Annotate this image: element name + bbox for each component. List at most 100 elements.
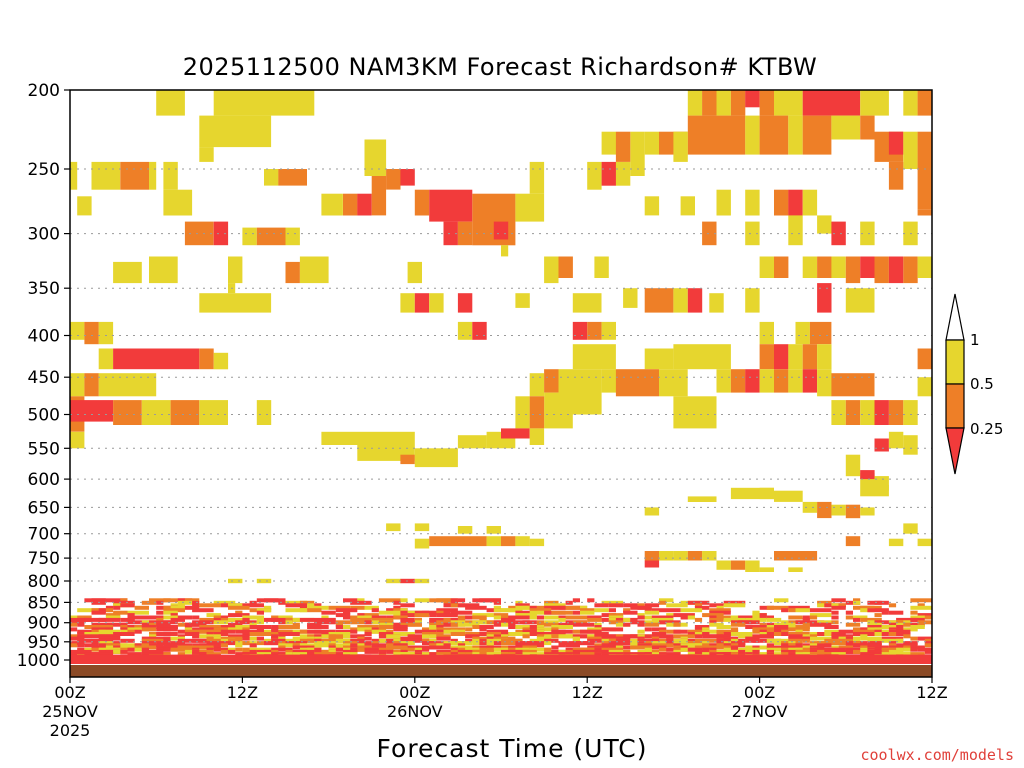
boundary-cell <box>220 636 243 641</box>
heatmap-cell <box>70 431 85 449</box>
boundary-cell <box>860 617 882 622</box>
boundary-cell <box>501 617 516 622</box>
boundary-cell <box>292 638 300 643</box>
boundary-cell <box>429 641 451 646</box>
boundary-cell <box>271 649 279 654</box>
boundary-cell <box>838 641 846 646</box>
boundary-cell <box>170 617 185 622</box>
boundary-cell <box>364 636 372 641</box>
boundary-cell <box>321 634 336 639</box>
boundary-cell <box>429 613 437 618</box>
heatmap-cell <box>874 484 889 497</box>
heatmap-cell <box>486 526 501 534</box>
heatmap-cell <box>156 90 185 116</box>
boundary-cell <box>177 645 200 650</box>
heatmap-cell <box>759 321 774 345</box>
boundary-cell <box>213 629 221 634</box>
boundary-cell <box>853 615 868 620</box>
boundary-cell <box>314 641 336 646</box>
boundary-cell <box>558 643 566 648</box>
heatmap-cell <box>673 344 731 370</box>
boundary-cell <box>774 632 782 636</box>
heatmap-cell <box>429 189 473 222</box>
boundary-cell <box>522 613 537 618</box>
y-tick-label: 350 <box>28 279 60 299</box>
boundary-cell <box>328 649 336 654</box>
heatmap-cell <box>831 373 875 397</box>
boundary-cell <box>795 636 818 641</box>
heatmap-cell <box>917 538 932 547</box>
boundary-cell <box>429 617 451 622</box>
boundary-cell <box>285 615 293 620</box>
boundary-cell <box>795 645 803 650</box>
boundary-cell <box>730 641 746 646</box>
heatmap-cell <box>903 90 918 116</box>
boundary-cell <box>580 608 595 613</box>
boundary-cell <box>429 627 437 632</box>
heatmap-cell <box>558 256 573 278</box>
boundary-cell <box>163 598 185 603</box>
boundary-cell <box>479 625 494 629</box>
boundary-cell <box>831 645 839 650</box>
boundary-cell <box>730 649 739 654</box>
heatmap-cell <box>515 536 530 547</box>
boundary-cell <box>479 641 487 646</box>
boundary-cell <box>235 610 243 615</box>
boundary-cell <box>479 647 487 652</box>
boundary-cell <box>364 649 379 654</box>
boundary-cell <box>694 600 710 605</box>
boundary-cell <box>630 645 638 650</box>
boundary-cell <box>271 634 279 639</box>
boundary-cell <box>845 636 853 641</box>
boundary-cell <box>134 605 149 610</box>
boundary-cell <box>206 647 214 652</box>
boundary-cell <box>766 647 782 652</box>
heatmap-cell <box>443 221 458 246</box>
boundary-cell <box>450 638 458 643</box>
boundary-cell <box>450 649 458 654</box>
heatmap-cell <box>515 193 545 222</box>
boundary-cell <box>759 613 767 618</box>
heatmap-cell <box>716 90 731 116</box>
boundary-cell <box>249 643 257 648</box>
boundary-cell <box>457 598 466 603</box>
boundary-cell <box>831 605 846 610</box>
boundary-cell <box>788 615 803 620</box>
boundary-cell <box>350 600 372 605</box>
legend-label-2: 0.5 <box>970 375 994 393</box>
boundary-cell <box>730 645 739 650</box>
boundary-cell <box>299 600 315 605</box>
boundary-cell <box>493 598 501 603</box>
boundary-cell <box>752 610 760 615</box>
heatmap-cell <box>407 261 422 284</box>
boundary-cell <box>299 649 315 654</box>
boundary-cell <box>903 627 918 632</box>
boundary-cell <box>177 652 185 657</box>
boundary-cell <box>70 627 78 632</box>
boundary-cell <box>874 638 882 643</box>
boundary-cell <box>867 608 889 613</box>
boundary-cell <box>565 605 588 610</box>
heatmap-cell <box>845 504 861 519</box>
boundary-cell <box>651 617 674 622</box>
boundary-cell <box>709 617 724 622</box>
y-tick-label: 450 <box>28 368 60 388</box>
boundary-cell <box>105 605 114 610</box>
boundary-cell <box>594 632 609 636</box>
boundary-cell <box>831 620 839 625</box>
boundary-cell <box>845 638 853 643</box>
boundary-cell <box>77 632 85 636</box>
heatmap-cell <box>888 431 904 449</box>
heatmap-cell <box>716 369 731 393</box>
heatmap-cell <box>702 551 717 561</box>
boundary-cell <box>400 622 422 627</box>
credit-link[interactable]: coolwx.com/models <box>860 746 1014 764</box>
boundary-cell <box>170 636 178 641</box>
boundary-cell <box>694 652 703 657</box>
boundary-cell <box>702 613 724 618</box>
boundary-cell <box>436 610 444 615</box>
boundary-cell <box>314 603 322 608</box>
boundary-cell <box>888 643 897 648</box>
boundary-cell <box>192 634 200 639</box>
boundary-cell <box>809 634 818 639</box>
